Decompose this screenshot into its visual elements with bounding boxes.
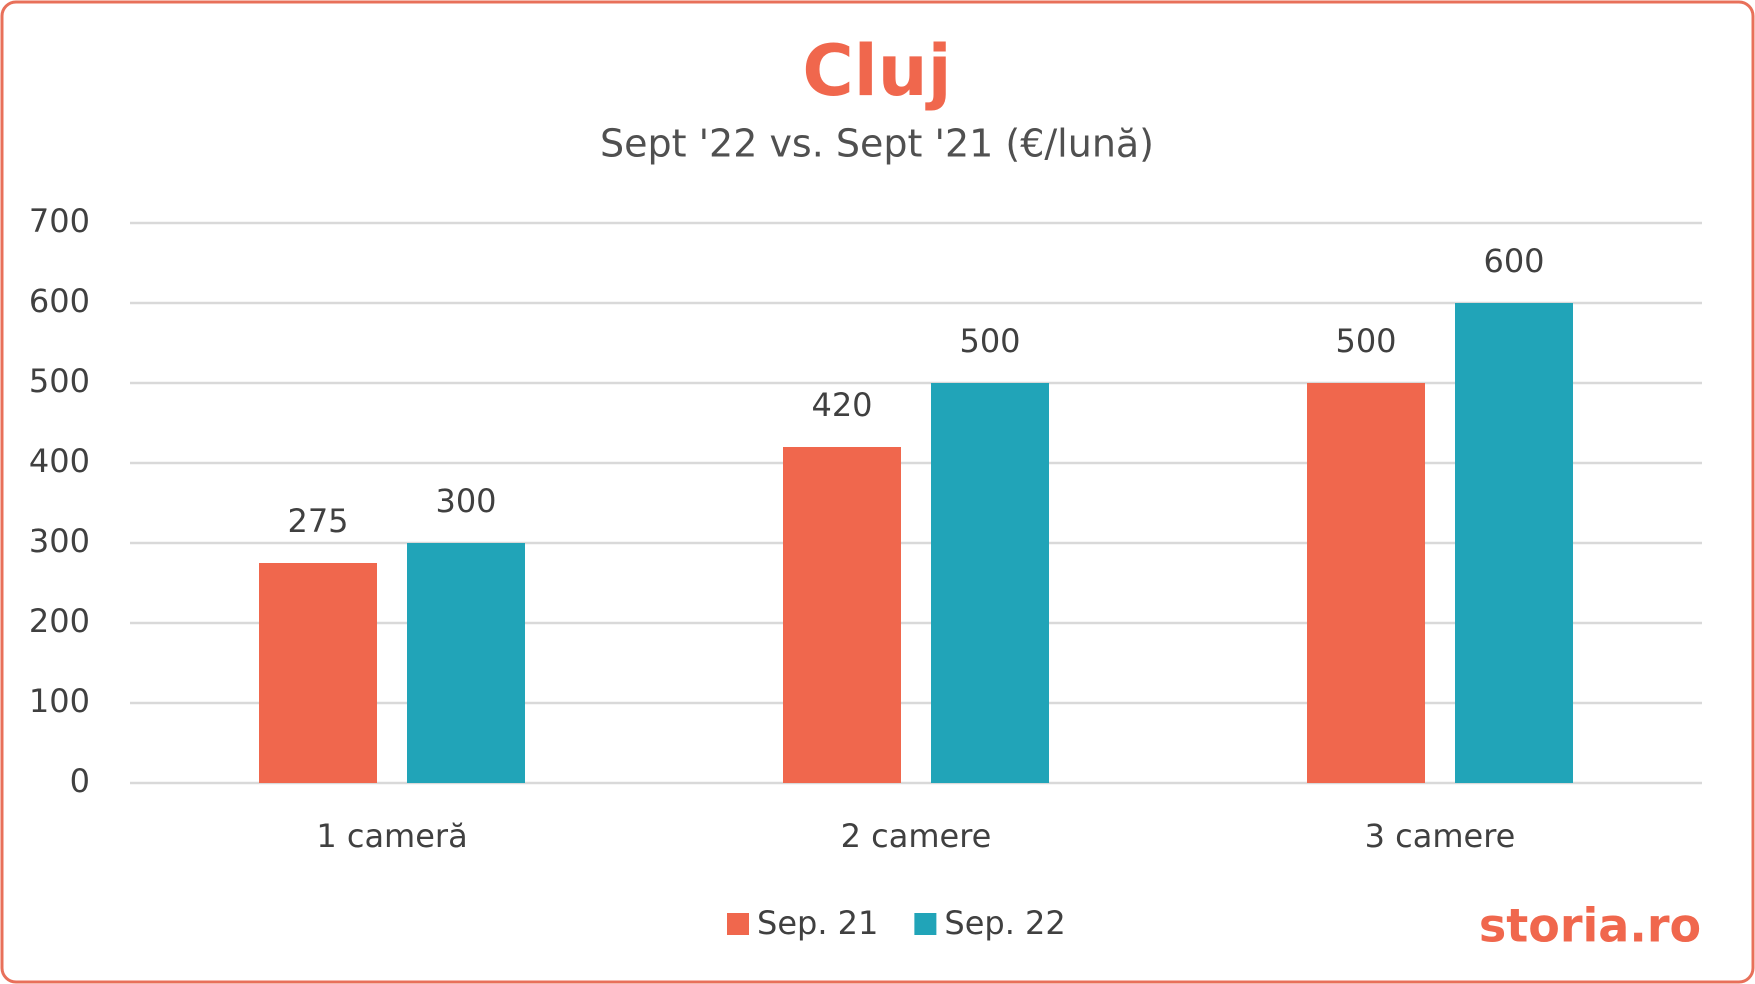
bar [931,383,1049,783]
y-tick-label: 500 [29,362,90,400]
data-label: 300 [435,482,496,520]
bar [783,447,901,783]
bar [407,543,525,783]
x-tick-label: 2 camere [841,817,992,855]
legend-swatch [914,913,937,935]
legend-label: Sep. 22 [944,904,1065,942]
y-tick-label: 300 [29,522,90,560]
data-label: 500 [959,322,1020,360]
bar [1455,303,1573,783]
bar [259,563,377,783]
data-label: 600 [1483,242,1544,280]
legend-label: Sep. 21 [757,904,878,942]
legend-swatch [727,913,749,935]
y-tick-label: 100 [29,682,90,720]
data-label: 500 [1335,322,1396,360]
y-tick-label: 0 [70,762,90,800]
data-label: 275 [287,502,348,540]
y-tick-label: 400 [29,442,90,480]
chart-title: Cluj [802,30,951,112]
x-tick-label: 3 camere [1365,817,1516,855]
brand-logo: storia.ro [1479,899,1701,953]
y-tick-label: 600 [29,282,90,320]
data-label: 420 [811,386,872,424]
bar [1307,383,1425,783]
x-tick-label: 1 cameră [316,817,467,855]
chart-subtitle: Sept '22 vs. Sept '21 (€/lună) [600,122,1154,166]
y-tick-label: 700 [29,202,90,240]
y-tick-label: 200 [29,602,90,640]
